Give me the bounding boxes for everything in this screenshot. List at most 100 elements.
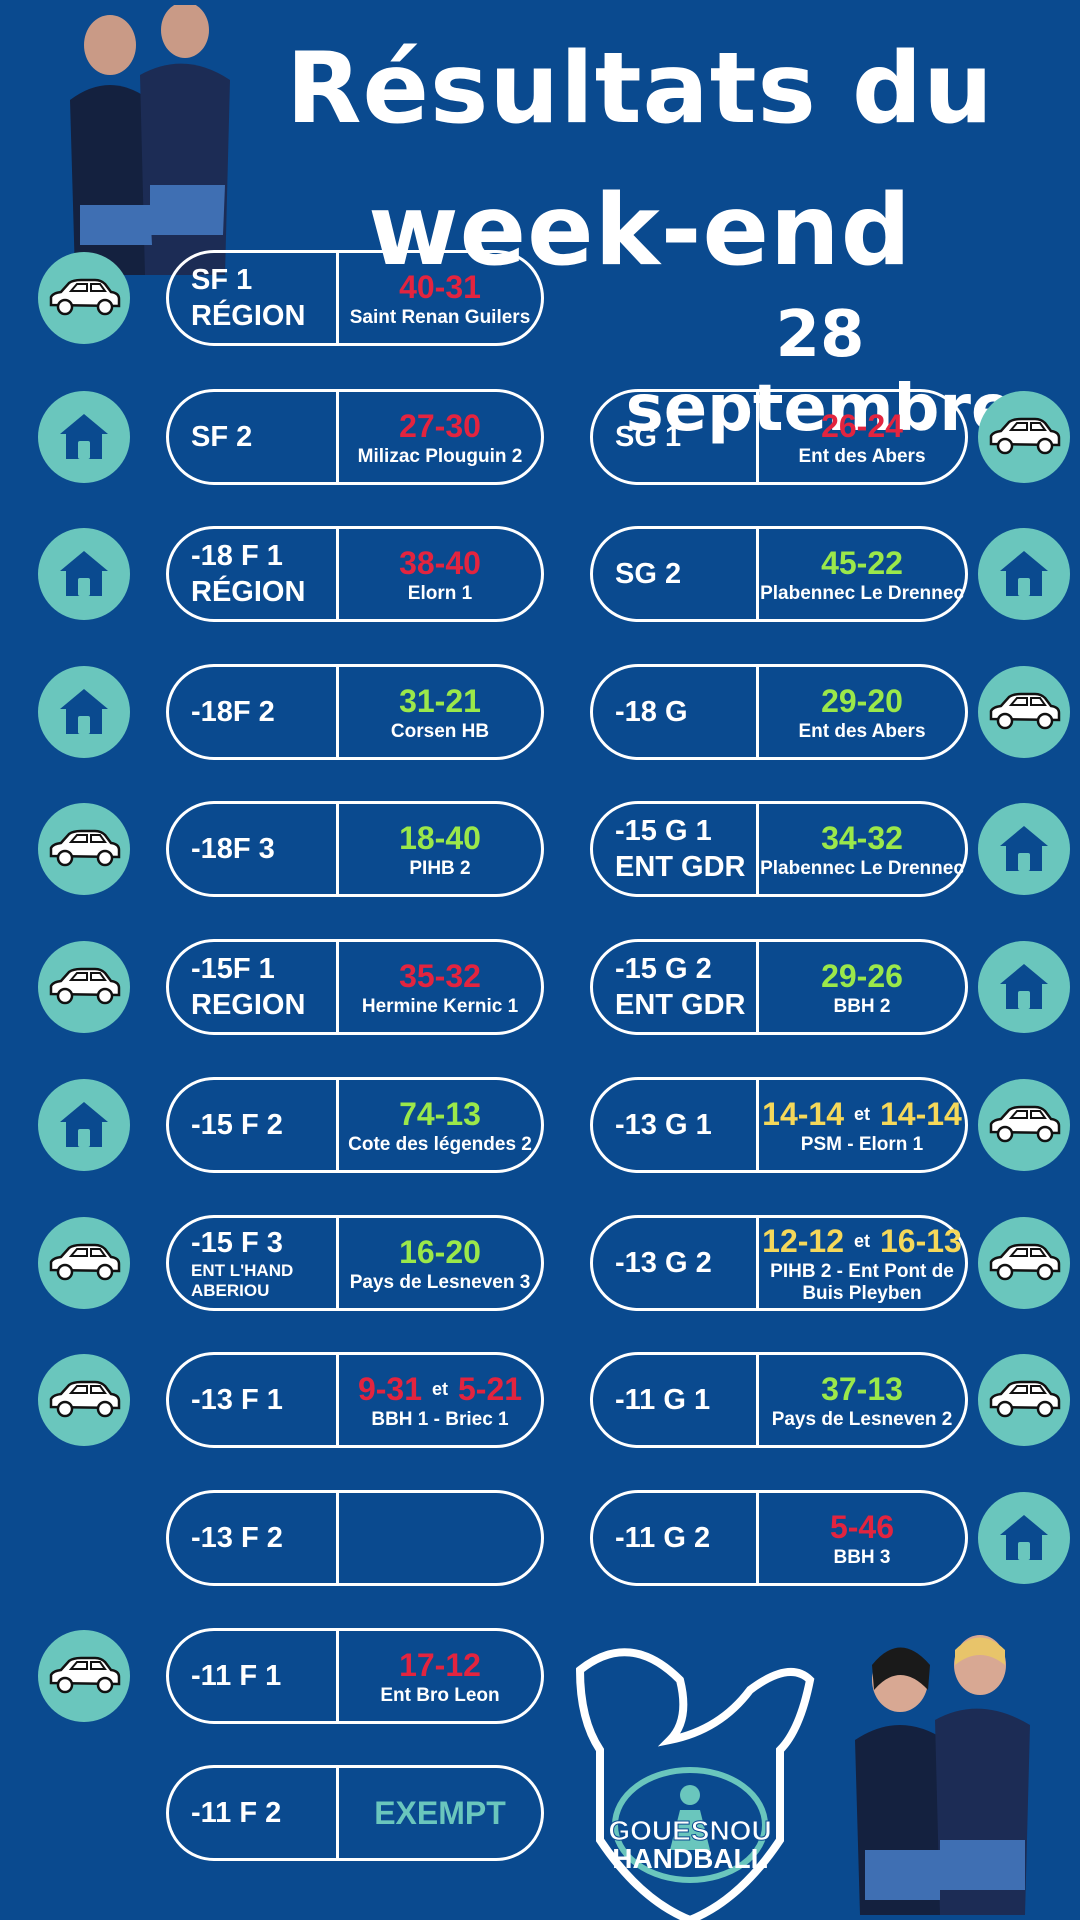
match-result: 34-32 Plabennec Le Drennec (759, 804, 965, 894)
match-result: EXEMPT (339, 1768, 541, 1858)
score-value: 74-13 (399, 1096, 481, 1132)
score-value: 45-22 (821, 545, 903, 581)
team-name: -15 F 2 (169, 1080, 339, 1170)
score: 40-31 (399, 267, 481, 307)
team-label: SF 2 (191, 421, 253, 453)
match-card: -15 F 2 74-13 Cote des légendes 2 (166, 1077, 544, 1173)
score-value: 5-21 (458, 1371, 523, 1407)
home-icon (978, 528, 1070, 620)
car-icon (38, 1630, 130, 1722)
team-name: SF 1 RÉGION (169, 253, 339, 343)
car-icon (38, 803, 130, 895)
match-result: 12-12 et 16-13 PIHB 2 - Ent Pont de Buis Pl… (759, 1218, 965, 1308)
score-separator: et (431, 1379, 448, 1399)
team-label: -18 G (615, 696, 688, 728)
match-card: -18 F 1 RÉGION 38-40 Elorn 1 (166, 526, 544, 622)
home-icon (978, 941, 1070, 1033)
score: 74-13 (399, 1094, 481, 1134)
opponent-name: BBH 3 (833, 1547, 891, 1568)
home-icon (38, 391, 130, 483)
match-card: -15 F 3 ENT L'HAND ABERIOU 16-20 Pays de Les… (166, 1215, 544, 1311)
score-value: 31-21 (399, 683, 481, 719)
match-result: 16-20 Pays de Lesneven 3 (339, 1218, 541, 1308)
team-name: -18 F 1 RÉGION (169, 529, 339, 619)
opponent-name: Ent des Abers (798, 721, 926, 742)
match-result: 5-46 BBH 3 (759, 1493, 965, 1583)
match-card: -11 G 2 5-46 BBH 3 (590, 1490, 968, 1586)
match-card: -13 G 2 12-12 et 16-13 PIHB 2 - Ent Pont de … (590, 1215, 968, 1311)
team-name: -11 F 2 (169, 1768, 339, 1858)
score: 17-12 (399, 1645, 481, 1685)
score-value: 35-32 (399, 958, 481, 994)
match-card: SF 2 27-30 Milizac Plouguin 2 (166, 389, 544, 485)
match-card: -13 F 2 (166, 1490, 544, 1586)
opponent-name: Ent des Abers (798, 446, 926, 467)
opponent-name: PSM - Elorn 1 (800, 1134, 924, 1155)
team-name: SG 2 (593, 529, 759, 619)
score-value: 16-20 (399, 1234, 481, 1270)
car-icon (978, 1354, 1070, 1446)
match-result: 17-12 Ent Bro Leon (339, 1631, 541, 1721)
team-label: -13 G 1 (615, 1109, 712, 1141)
score-value: 34-32 (821, 820, 903, 856)
team-name: SF 2 (169, 392, 339, 482)
score: 38-40 (399, 543, 481, 583)
match-result (339, 1493, 541, 1583)
opponent-name: Pays de Lesneven 3 (349, 1272, 531, 1293)
score-value: 38-40 (399, 545, 481, 581)
team-sub-label: ABERIOU (191, 1281, 270, 1300)
match-card: -11 F 1 17-12 Ent Bro Leon (166, 1628, 544, 1724)
score: 27-30 (399, 406, 481, 446)
car-icon (38, 941, 130, 1033)
team-name: -13 F 1 (169, 1355, 339, 1445)
score: 5-46 (830, 1507, 894, 1547)
match-result: 40-31 Saint Renan Guilers (339, 253, 541, 343)
score: 14-14 et 14-14 (762, 1094, 962, 1134)
club-logo: GOUESNOU HANDBALL (575, 1648, 815, 1920)
opponent-name: Cote des légendes 2 (348, 1134, 532, 1155)
opponent-name: Corsen HB (390, 721, 490, 742)
score-value: 29-20 (821, 683, 903, 719)
score-value: 12-12 (762, 1223, 844, 1259)
score-value: 40-31 (399, 269, 481, 305)
match-card: SF 1 RÉGION 40-31 Saint Renan Guilers (166, 250, 544, 346)
team-level: RÉGION (191, 576, 306, 608)
opponent-name: PIHB 2 - Ent Pont de Buis Pleyben (770, 1261, 954, 1304)
score: 45-22 (821, 543, 903, 583)
match-card: -18F 3 18-40 PIHB 2 (166, 801, 544, 897)
score: 16-20 (399, 1232, 481, 1272)
players-photo-right (855, 1635, 1030, 1915)
opponent-name: Elorn 1 (407, 583, 473, 604)
match-result: 9-31 et 5-21 BBH 1 - Briec 1 (339, 1355, 541, 1445)
players-photo-left (70, 5, 230, 275)
match-result: 35-32 Hermine Kernic 1 (339, 942, 541, 1032)
score-value: 5-46 (829, 1509, 895, 1545)
match-result: 14-14 et 14-14 PSM - Elorn 1 (759, 1080, 965, 1170)
team-name: -18 G (593, 667, 759, 757)
team-label: -18F 2 (191, 696, 275, 728)
team-name: -15 F 3 ENT L'HAND ABERIOU (169, 1218, 339, 1308)
match-result: 45-22 Plabennec Le Drennec (759, 529, 965, 619)
team-name: -18F 3 (169, 804, 339, 894)
home-icon (38, 528, 130, 620)
match-card: -15 G 2 ENT GDR 29-26 BBH 2 (590, 939, 968, 1035)
team-label: -18F 3 (191, 833, 275, 865)
team-name: -15 G 2 ENT GDR (593, 942, 759, 1032)
page-title: Résultats du week-end (286, 32, 994, 288)
team-name: SG 1 (593, 392, 759, 482)
match-card: SG 2 45-22 Plabennec Le Drennec (590, 526, 968, 622)
score: 31-21 (399, 681, 481, 721)
team-label: -15 G 1 (615, 815, 712, 847)
team-label: -15 F 3 (191, 1227, 283, 1259)
team-label: -11 G 1 (615, 1384, 711, 1416)
opponent-name: Milizac Plouguin 2 (357, 446, 523, 467)
team-label: -11 F 1 (191, 1660, 282, 1692)
team-name: -13 G 1 (593, 1080, 759, 1170)
car-icon (978, 666, 1070, 758)
team-name: -18F 2 (169, 667, 339, 757)
home-icon (978, 1492, 1070, 1584)
opponent-name: PIHB 2 (409, 858, 471, 879)
match-card: -18F 2 31-21 Corsen HB (166, 664, 544, 760)
team-label: -13 G 2 (615, 1247, 712, 1279)
opponent-name: BBH 2 (833, 996, 891, 1017)
